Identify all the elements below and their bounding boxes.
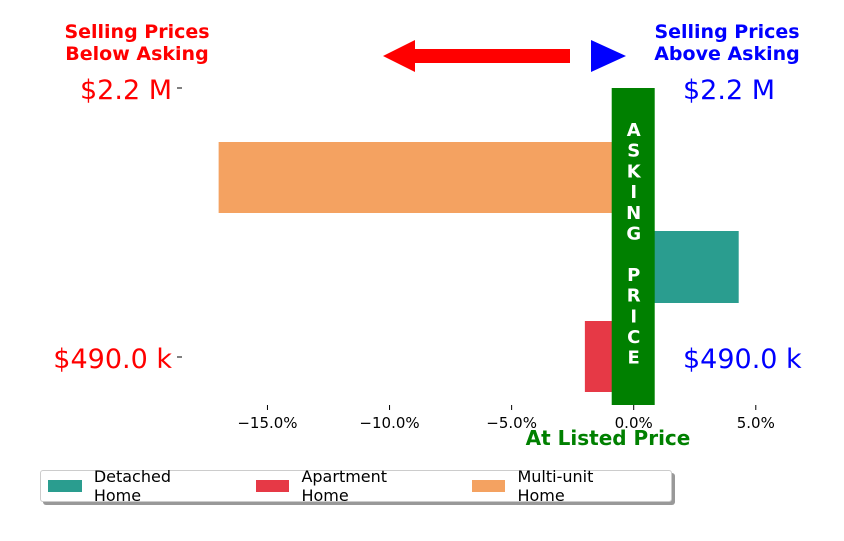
legend-label-multi-unit-home: Multi-unit Home <box>517 467 594 505</box>
legend-item-detached-home: Detached Home <box>48 467 223 505</box>
band-letter: A <box>627 120 641 141</box>
legend-item-apartment-home: Apartment Home <box>255 467 439 505</box>
x-tick-label: −10.0% <box>359 414 419 432</box>
band-letter: R <box>627 286 641 307</box>
right-title-line-1: Selling Prices <box>654 21 799 43</box>
band-letter: K <box>627 161 642 182</box>
band-letter: N <box>626 203 641 224</box>
asking-price-band <box>611 88 655 405</box>
band-letter: I <box>630 306 637 327</box>
band-letter: I <box>630 182 637 203</box>
band-letter: S <box>627 141 640 162</box>
legend-swatch-multi-unit-home <box>471 480 506 492</box>
left-title-line-2: Below Asking <box>65 43 208 65</box>
left-top-value: $2.2 M <box>80 75 172 106</box>
right-title-line-2: Above Asking <box>654 43 800 65</box>
band-letter: G <box>626 224 641 245</box>
legend-swatch-detached-home <box>48 480 82 492</box>
x-tick-label: 0.0% <box>615 414 653 432</box>
x-axis-label: At Listed Price <box>526 426 691 450</box>
legend-label-detached-home: Detached Home <box>93 467 171 505</box>
x-tick-label: −15.0% <box>237 414 297 432</box>
arrow-left-shape <box>383 40 570 72</box>
band-letter: E <box>628 348 640 369</box>
left-title-line-1: Selling Prices <box>64 21 209 43</box>
right-top-value: $2.2 M <box>683 75 775 106</box>
left-bottom-value: $490.0 k <box>53 344 172 375</box>
legend-item-multi-unit-home: Multi-unit Home <box>471 467 645 505</box>
legend-swatch-apartment-home <box>255 480 290 492</box>
x-tick-label: −5.0% <box>486 414 537 432</box>
bar-multi-unit-home <box>218 142 634 213</box>
legend: Detached Home Apartment Home Multi-unit … <box>40 467 672 505</box>
legend-label-apartment-home: Apartment Home <box>301 467 388 505</box>
arrow-right-shape <box>591 40 626 72</box>
x-tick-label: 5.0% <box>737 414 775 432</box>
band-letter: P <box>627 265 640 286</box>
right-bottom-value: $490.0 k <box>683 344 802 375</box>
x-axis-ticks: −15.0% −10.0% −5.0% 0.0% 5.0% <box>237 405 775 432</box>
band-letter: C <box>627 327 640 348</box>
